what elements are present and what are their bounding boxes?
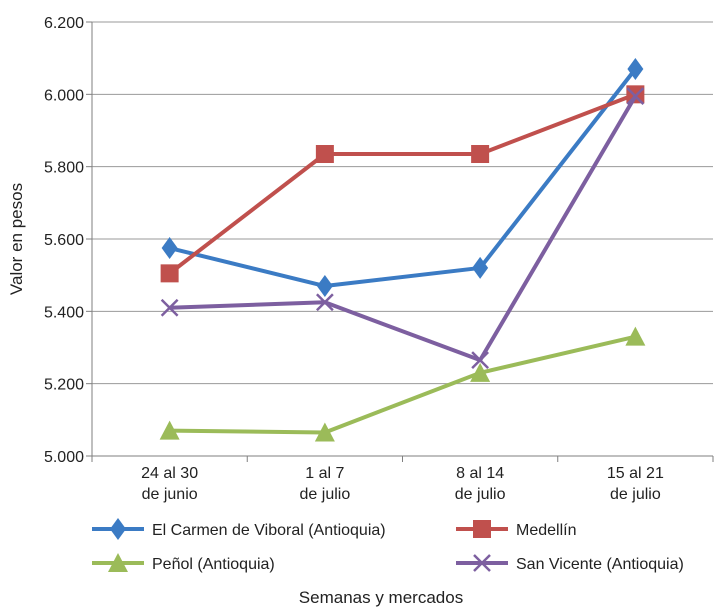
data-point-medellin xyxy=(626,85,645,104)
data-point-el-carmen xyxy=(627,58,644,81)
legend-label: San Vicente (Antioquia) xyxy=(516,556,684,573)
x-tick-label-line: de julio xyxy=(455,486,506,503)
series-medellin xyxy=(160,85,645,283)
x-tick-labels: 24 al 30 de junio 1 al 7 de julio 8 al 14 de … xyxy=(141,465,664,503)
data-point-medellin xyxy=(160,264,179,283)
legend: El Carmen de Viboral (Antioquia) Medellín… xyxy=(92,518,684,573)
data-point-san-vicente xyxy=(626,87,645,106)
data-point-el-carmen xyxy=(472,256,489,279)
y-tick-label: 5.800 xyxy=(44,160,84,177)
legend-marker xyxy=(473,554,491,572)
y-tick-label: 5.600 xyxy=(44,232,84,249)
legend-item-medellin: Medellín xyxy=(456,520,576,539)
x-tick-label-line: 15 al 21 xyxy=(607,465,664,482)
x-tick-label-line: 1 al 7 xyxy=(305,465,344,482)
y-tick-labels: 5.000 5.200 5.400 5.600 5.800 6.000 6.200 xyxy=(44,15,84,466)
x-tick-label: 8 al 14 de julio xyxy=(455,465,506,503)
data-point-san-vicente xyxy=(315,293,334,312)
data-point-san-vicente xyxy=(471,351,490,370)
legend-label: Peñol (Antioquia) xyxy=(152,556,275,573)
x-marker-stroke xyxy=(315,293,334,312)
x-marker-stroke xyxy=(626,87,645,106)
data-point-el-carmen xyxy=(316,275,333,298)
legend-marker xyxy=(110,518,126,540)
y-tick-label: 6.000 xyxy=(44,87,84,104)
y-axis-label: Valor en pesos xyxy=(7,183,26,295)
legend-item-san-vicente: San Vicente (Antioquia) xyxy=(456,554,684,573)
legend-label: Medellín xyxy=(516,522,576,539)
data-point-el-carmen xyxy=(161,237,178,260)
x-tick-label: 1 al 7 de julio xyxy=(300,465,351,503)
data-point-penol xyxy=(470,362,491,382)
x-axis-label: Semanas y mercados xyxy=(299,588,463,607)
x-tick-label-line: 24 al 30 xyxy=(141,465,198,482)
data-point-penol xyxy=(314,422,335,442)
series-line-san-vicente xyxy=(169,95,638,363)
x-marker-stroke xyxy=(160,298,179,317)
x-tick-label-line: de julio xyxy=(300,486,351,503)
series-line-medellin xyxy=(168,92,637,275)
series-line-el-carmen xyxy=(169,67,637,289)
series-penol xyxy=(159,326,646,442)
series-el-carmen xyxy=(161,58,644,298)
legend-label: El Carmen de Viboral (Antioquia) xyxy=(152,522,386,539)
data-point-penol xyxy=(159,420,180,440)
data-point-san-vicente xyxy=(160,298,179,317)
x-tick-label: 24 al 30 de junio xyxy=(141,465,198,503)
axes xyxy=(86,21,714,462)
grid xyxy=(92,21,713,457)
legend-marker xyxy=(108,553,128,572)
series-group xyxy=(159,58,646,442)
series-san-vicente xyxy=(160,87,645,370)
y-tick-label: 5.400 xyxy=(44,304,84,321)
data-point-medellin xyxy=(315,145,334,164)
data-point-penol xyxy=(625,326,646,346)
x-tick-label-line: de julio xyxy=(610,486,661,503)
y-tick-label: 5.200 xyxy=(44,377,84,394)
x-marker-stroke xyxy=(471,351,490,370)
y-tick-label: 6.200 xyxy=(44,15,84,32)
legend-item-penol: Peñol (Antioquia) xyxy=(92,553,275,573)
legend-item-el-carmen: El Carmen de Viboral (Antioquia) xyxy=(92,518,386,540)
data-point-medellin xyxy=(471,145,490,164)
legend-marker xyxy=(473,520,491,538)
series-line-penol xyxy=(169,334,636,435)
y-tick-label: 5.000 xyxy=(44,449,84,466)
x-marker-stroke xyxy=(473,554,491,572)
x-tick-label: 15 al 21 de julio xyxy=(607,465,664,503)
x-tick-label-line: de junio xyxy=(142,486,198,503)
x-tick-label-line: 8 al 14 xyxy=(456,465,504,482)
